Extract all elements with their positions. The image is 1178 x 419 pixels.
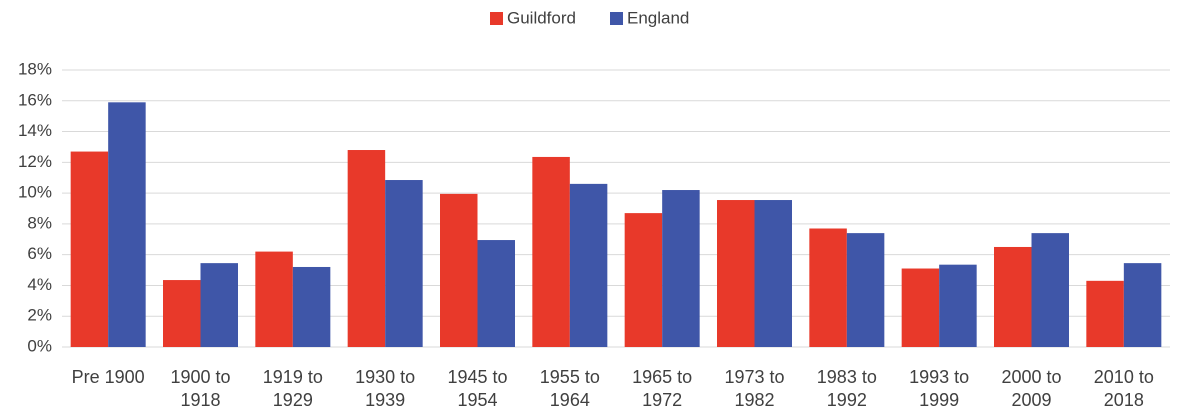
bar: [939, 264, 977, 347]
bar: [200, 263, 238, 347]
y-tick-label: 6%: [27, 244, 52, 263]
x-tick-label: 1983 to 1992: [816, 367, 877, 410]
y-tick-label: 0%: [27, 336, 52, 355]
bar: [754, 200, 792, 347]
y-tick-label: 10%: [18, 183, 52, 202]
bar: [901, 268, 940, 347]
bar: [532, 156, 570, 347]
legend-label: England: [627, 8, 689, 27]
x-tick-label: 1993 to 1999: [909, 367, 970, 410]
bar: [347, 150, 386, 347]
y-tick-label: 12%: [18, 152, 52, 171]
legend-swatch: [610, 12, 623, 25]
bar: [385, 180, 423, 347]
y-tick-label: 18%: [18, 59, 52, 78]
bar: [846, 233, 885, 347]
x-tick-label: 1955 to 1964: [539, 367, 600, 410]
bar: [477, 240, 515, 347]
bar: [292, 266, 331, 347]
bar: [717, 200, 755, 347]
bar: [440, 193, 478, 347]
x-tick-label: 2010 to 2018: [1093, 367, 1154, 410]
bar: [809, 228, 847, 347]
bar: [70, 151, 109, 347]
bar: [255, 251, 293, 347]
y-tick-label: 8%: [27, 213, 52, 232]
bar: [1031, 233, 1069, 347]
bar: [163, 280, 201, 347]
bar: [108, 102, 146, 347]
x-tick-label: 1930 to 1939: [355, 367, 416, 410]
bar: [662, 190, 700, 347]
y-tick-label: 4%: [27, 275, 52, 294]
x-tick-label: 1945 to 1954: [447, 367, 508, 410]
x-tick-label: 1965 to 1972: [632, 367, 693, 410]
x-tick-label: 1973 to 1982: [724, 367, 785, 410]
bar: [569, 183, 608, 347]
x-tick-label: 2000 to 2009: [1001, 367, 1062, 410]
legend-swatch: [490, 12, 503, 25]
y-tick-label: 2%: [27, 306, 52, 325]
x-tick-label: 1900 to 1918: [170, 367, 231, 410]
legend-label: Guildford: [507, 8, 576, 27]
bar: [994, 246, 1032, 347]
bar: [1086, 280, 1124, 347]
y-tick-label: 14%: [18, 121, 52, 140]
x-tick-label: 1919 to 1929: [262, 367, 323, 410]
x-tick-label: Pre 1900: [71, 367, 145, 387]
y-tick-label: 16%: [18, 90, 52, 109]
bar: [624, 213, 663, 347]
bar: [1123, 263, 1162, 347]
